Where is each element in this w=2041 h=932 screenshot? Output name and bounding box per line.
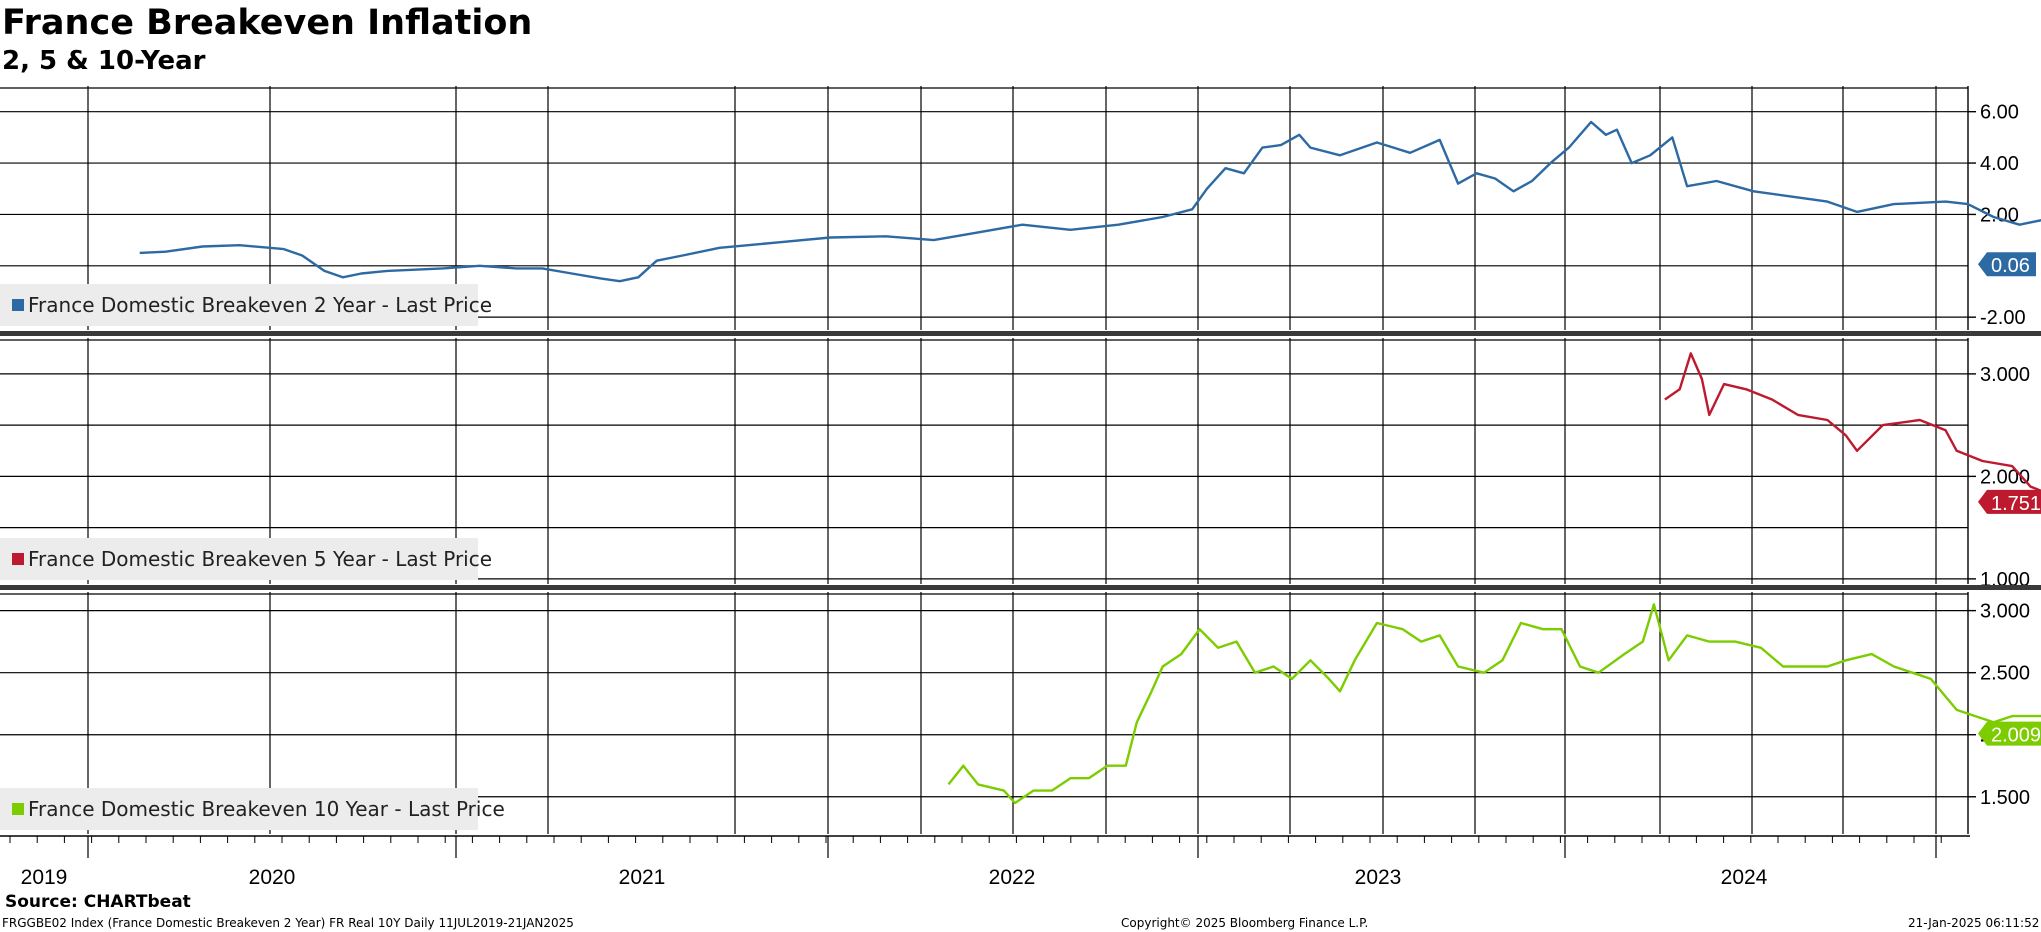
last-value-label: 0.06 — [1991, 255, 2030, 277]
panel-divider — [0, 331, 2041, 336]
y-tick-label: 3.000 — [1980, 601, 2030, 623]
legend-box — [0, 788, 478, 830]
last-value-tag — [1978, 721, 2041, 746]
x-tick-label: 2021 — [619, 866, 666, 889]
legend-label: France Domestic Breakeven 2 Year - Last … — [28, 293, 492, 317]
last-value-tag — [1978, 489, 2041, 514]
chart-subtitle: 2, 5 & 10-Year — [2, 46, 206, 76]
chart-title: France Breakeven Inflation — [2, 3, 533, 43]
x-tick-label: 2023 — [1355, 866, 1402, 889]
last-value-label: 1.751 — [1991, 493, 2041, 515]
series-line-p2y — [139, 120, 2041, 283]
footer-index-info: FRGGBE02 Index (France Domestic Breakeve… — [2, 916, 574, 930]
footer-timestamp: 21-Jan-2025 06:11:52 — [1908, 916, 2040, 930]
legend-swatch — [12, 299, 24, 311]
y-tick-label: 4.00 — [1980, 153, 2019, 175]
y-tick-label: 1.500 — [1980, 787, 2030, 809]
source-label: Source: CHARTbeat — [5, 892, 191, 912]
y-tick-label: 2.500 — [1980, 663, 2030, 685]
last-value-tag — [1978, 252, 2036, 277]
footer-copyright: Copyright© 2025 Bloomberg Finance L.P. — [1121, 916, 1369, 930]
legend-swatch — [12, 803, 24, 815]
panel-divider — [0, 585, 2041, 590]
x-tick-label: 2022 — [989, 866, 1036, 889]
y-tick-label: 3.000 — [1980, 364, 2030, 386]
series-line-p10y — [947, 603, 2041, 805]
legend-label: France Domestic Breakeven 5 Year - Last … — [28, 547, 492, 571]
y-tick-label: -2.00 — [1980, 307, 2026, 329]
x-tick-label: 2019 — [21, 866, 68, 889]
x-tick-label: 2020 — [249, 866, 296, 889]
legend-swatch — [12, 553, 24, 565]
legend-box — [0, 284, 478, 326]
x-tick-label: 2024 — [1721, 866, 1768, 889]
last-value-label: 2.009 — [1991, 725, 2041, 747]
y-tick-label: 6.00 — [1980, 102, 2019, 124]
series-line-p5y — [1664, 352, 2041, 493]
legend-box — [0, 538, 478, 580]
legend-label: France Domestic Breakeven 10 Year - Last… — [28, 797, 505, 821]
